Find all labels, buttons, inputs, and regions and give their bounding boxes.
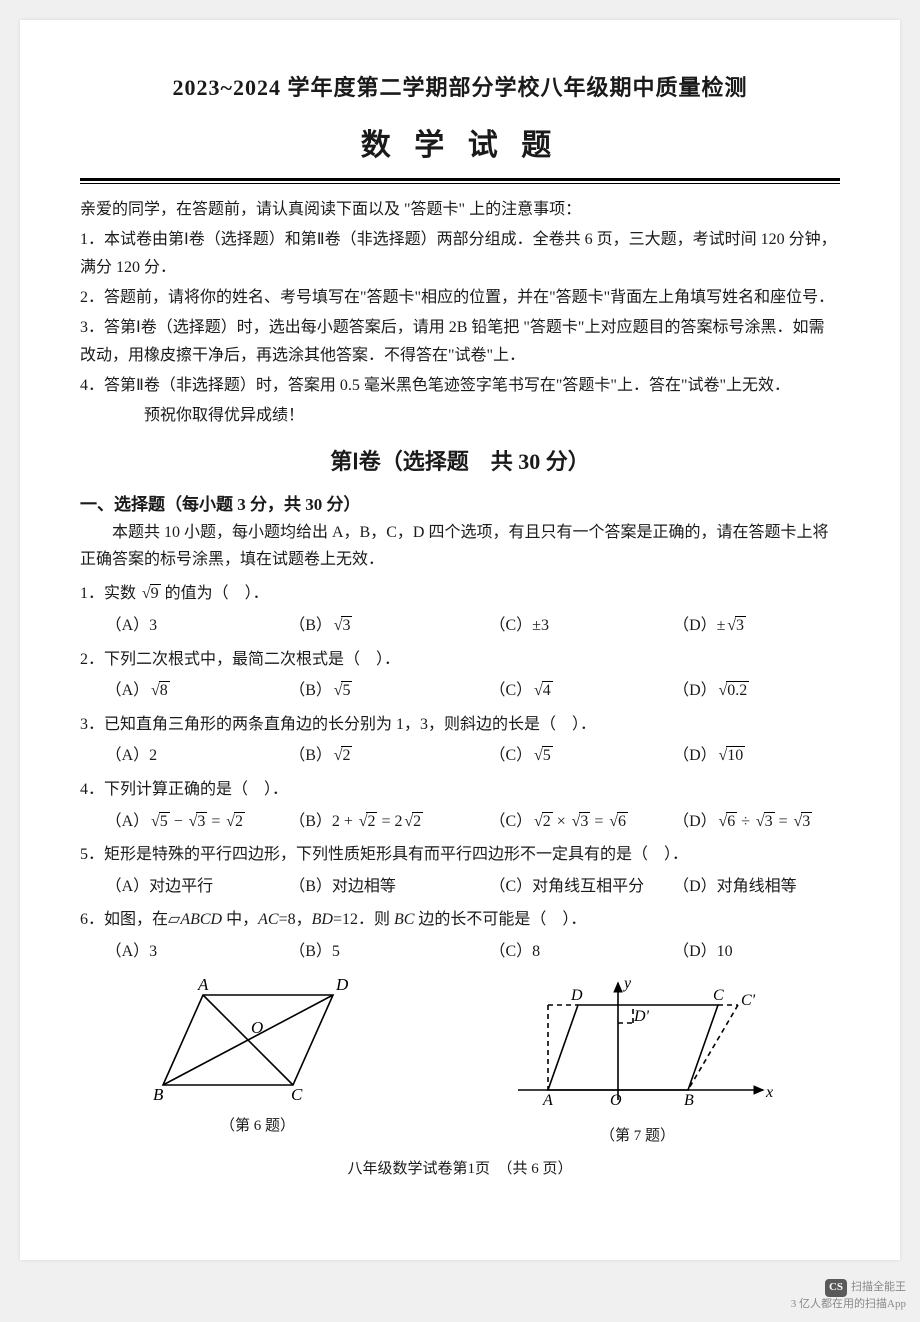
q1-A: （A）3 [106,611,290,641]
rule-thin [80,183,840,184]
q5-B: （B）对边相等 [289,872,489,902]
watermark-badge: CS [825,1279,847,1296]
q4-options: （A）5 − 3 = 2 （B）2 + 2 = 22 （C）2 × 3 = 6 … [80,807,840,837]
rule-thick [80,178,840,181]
q4-stem: 4．下列计算正确的是（ ）． [80,775,840,805]
f6-D: D [335,975,349,994]
scanner-watermark: CS 扫描全能王 3 亿人都在用的扫描App [791,1279,906,1312]
watermark-name: 扫描全能王 [851,1281,906,1293]
q5-C: （C）对角线互相平分 [490,872,674,902]
f7-A: A [542,1092,553,1109]
q2-A: （A）8 [106,676,290,706]
q1-stem: 1．实数 9 的值为（ ）． [80,579,840,609]
watermark-sub: 3 亿人都在用的扫描App [791,1297,906,1312]
f7-O: O [610,1092,622,1109]
section1-subtitle: 一、选择题（每小题 3 分，共 30 分） [80,490,840,515]
q3-C: （C）5 [490,741,674,771]
section1-desc: 本题共 10 小题，每小题均给出 A，B，C，D 四个选项，有且只有一个答案是正… [80,519,840,573]
exam-header-title: 2023~2024 学年度第二学期部分学校八年级期中质量检测 [80,70,840,102]
section1-title: 第Ⅰ卷（选择题 共 30 分） [80,444,840,476]
q5-stem: 5．矩形是特殊的平行四边形，下列性质矩形具有而平行四边形不一定具有的是（ ）． [80,840,840,870]
f7-x: x [765,1084,773,1101]
q2-B: （B）5 [289,676,489,706]
q1-C: （C）±3 [490,611,674,641]
q5-D: （D）对角线相等 [673,872,840,902]
q6-options: （A）3 （B）5 （C）8 （D）10 [80,937,840,967]
q3-D: （D）10 [673,741,840,771]
f6-O: O [251,1018,263,1037]
q4-C: （C）2 × 3 = 6 [490,807,674,837]
q1-options: （A）3 （B）3 （C）±3 （D）±3 [80,611,840,641]
figure-6: A D B C O （第 6 题） [143,975,373,1145]
f7-y: y [622,975,632,992]
q3-stem: 3．已知直角三角形的两条直角边的长分别为 1，3，则斜边的长是（ ）． [80,710,840,740]
greeting: 亲爱的同学，在答题前，请认真阅读下面以及 "答题卡" 上的注意事项： [80,196,840,224]
q4-B: （B）2 + 2 = 22 [289,807,489,837]
q4-D: （D）6 ÷ 3 = 3 [673,807,840,837]
q2-options: （A）8 （B）5 （C）4 （D）0.2 [80,676,840,706]
instruction-1: 1．本试卷由第Ⅰ卷（选择题）和第Ⅱ卷（非选择题）两部分组成．全卷共 6 页，三大… [80,226,840,282]
q1-D: （D）±3 [673,611,840,641]
f6-C: C [291,1085,303,1104]
instructions-block: 亲爱的同学，在答题前，请认真阅读下面以及 "答题卡" 上的注意事项： 1．本试卷… [80,196,840,430]
figure-7-svg: A B C C' D D' O x y [498,975,778,1115]
q2-D: （D）0.2 [673,676,840,706]
f7-Cp: C' [741,992,756,1009]
q2-C: （C）4 [490,676,674,706]
q3-B: （B）2 [289,741,489,771]
wish: 预祝你取得优异成绩！ [80,402,840,430]
q1-B: （B）3 [289,611,489,641]
exam-page: 2023~2024 学年度第二学期部分学校八年级期中质量检测 数 学 试 题 亲… [20,20,900,1260]
f6-B: B [153,1085,164,1104]
q6-prefix: 6．如图，在 [80,911,168,928]
figure-6-caption: （第 6 题） [143,1114,373,1135]
instruction-4: 4．答第Ⅱ卷（非选择题）时，答案用 0.5 毫米黑色笔迹签字笔书写在"答题卡"上… [80,372,840,400]
f7-B: B [684,1092,694,1109]
page-footer: 八年级数学试卷第1页 （共 6 页） [80,1157,840,1178]
figures-row: A D B C O （第 6 题） [80,975,840,1145]
q5-A: （A）对边平行 [106,872,290,902]
q6-B: （B）5 [289,937,489,967]
q3-A: （A）2 [106,741,290,771]
f6-A: A [197,975,209,994]
q6-C: （C）8 [490,937,674,967]
q2-stem: 2．下列二次根式中，最简二次根式是（ ）． [80,645,840,675]
f7-Dp: D' [633,1008,650,1025]
q5-options: （A）对边平行 （B）对边相等 （C）对角线互相平分 （D）对角线相等 [80,872,840,902]
q6-D: （D）10 [673,937,840,967]
q3-options: （A）2 （B）2 （C）5 （D）10 [80,741,840,771]
f7-C: C [713,987,724,1004]
figure-6-svg: A D B C O [143,975,373,1105]
instruction-2: 2．答题前，请将你的姓名、考号填写在"答题卡"相应的位置，并在"答题卡"背面左上… [80,284,840,312]
figure-7: A B C C' D D' O x y （第 7 题） [498,975,778,1145]
q6-stem: 6．如图，在▱ABCD 中，AC=8，BD=12．则 BC 边的长不可能是（ ）… [80,905,840,935]
instruction-3: 3．答第Ⅰ卷（选择题）时，选出每小题答案后，请用 2B 铅笔把 "答题卡"上对应… [80,314,840,370]
q4-A: （A）5 − 3 = 2 [106,807,290,837]
exam-subject-title: 数 学 试 题 [80,120,840,164]
f7-D: D [570,987,583,1004]
figure-7-caption: （第 7 题） [498,1124,778,1145]
q6-A: （A）3 [106,937,290,967]
